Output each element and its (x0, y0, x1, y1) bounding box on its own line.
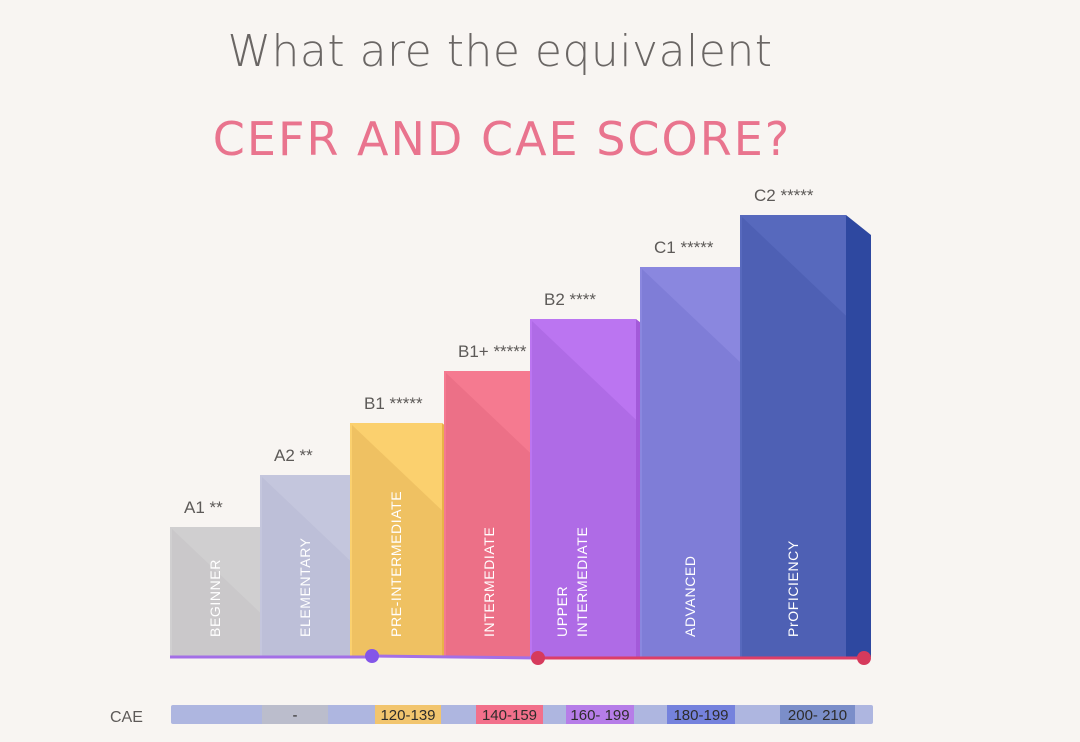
level-name: INTERMEDIATE (481, 527, 497, 637)
bar-1: A1 ** BEGINNER (170, 498, 285, 657)
cae-score-badge (566, 705, 634, 724)
cae-score-text: 120-139 (380, 707, 435, 724)
level-name: UPPER (554, 586, 570, 637)
cae-score-badge (667, 705, 735, 724)
bar-shade (446, 373, 534, 657)
cefr-level-label: B1 ***** (364, 394, 423, 413)
bar-4: B1+ ***** INTERMEDIATE (444, 342, 559, 657)
cae-score-badge (375, 705, 441, 724)
bar-shade (262, 477, 350, 657)
cae-score-text: 200- 210 (788, 707, 847, 724)
cae-score-badge (780, 705, 855, 724)
bar-shade (742, 217, 846, 657)
cae-score-text: 160- 199 (570, 707, 629, 724)
baseline-dot (531, 651, 545, 665)
cae-score-badge (476, 705, 543, 724)
level-name: ELEMENTARY (297, 537, 313, 637)
bar-shade (352, 425, 442, 657)
level-name: PRE-INTERMEDIATE (388, 491, 404, 637)
cae-score-badge (262, 705, 328, 724)
cefr-level-label: B2 **** (544, 290, 596, 309)
chart-subtitle: CEFR AND CAE SCORE? (212, 112, 792, 166)
level-name: ADVANCED (682, 555, 698, 637)
bar-shade (642, 269, 740, 657)
cefr-level-label: B1+ ***** (458, 342, 527, 361)
cefr-level-label: A1 ** (184, 498, 223, 517)
baseline-dot (365, 649, 379, 663)
cae-score-text: 140-159 (482, 707, 537, 724)
cefr-level-label: A2 ** (274, 446, 313, 465)
cae-label: CAE (110, 709, 143, 726)
baseline-mid (371, 654, 539, 660)
level-name: PrOFICIENCY (785, 540, 801, 637)
baseline-dot (857, 651, 871, 665)
cefr-level-label: C1 ***** (654, 238, 714, 257)
cefr-level-label: C2 ***** (754, 186, 814, 205)
level-name: INTERMEDIATE (574, 527, 590, 637)
cae-score-text: 180-199 (673, 707, 728, 724)
bar-7: C2 ***** PrOFICIENCY (740, 186, 871, 657)
bar-shade (172, 529, 260, 657)
bar-shade (532, 321, 636, 657)
chart-title: What are the equivalent (227, 26, 773, 77)
bar-side-face (846, 215, 871, 657)
level-name: BEGINNER (207, 559, 223, 637)
cae-score-text: - (293, 707, 298, 724)
